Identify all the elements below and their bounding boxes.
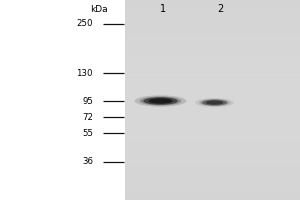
Bar — [124, 92, 300, 95]
Bar — [124, 20, 300, 22]
Text: 130: 130 — [76, 68, 93, 77]
Bar — [124, 70, 300, 73]
Bar — [124, 125, 300, 128]
Bar — [124, 47, 300, 50]
Bar — [124, 135, 300, 138]
Bar — [124, 38, 300, 40]
Ellipse shape — [199, 99, 230, 106]
Bar — [124, 68, 300, 70]
Text: 55: 55 — [82, 129, 93, 138]
Bar — [124, 43, 300, 45]
Text: 95: 95 — [82, 97, 93, 106]
Bar — [124, 98, 300, 100]
Bar — [124, 2, 300, 5]
Bar — [124, 175, 300, 178]
Bar — [124, 110, 300, 112]
Bar — [124, 30, 300, 32]
Bar — [124, 190, 300, 192]
Bar — [124, 50, 300, 52]
Bar — [124, 150, 300, 152]
Ellipse shape — [206, 100, 224, 105]
Bar — [124, 112, 300, 115]
Bar — [124, 165, 300, 168]
Text: 36: 36 — [82, 158, 93, 166]
Bar — [124, 162, 300, 165]
Bar — [124, 88, 300, 90]
Bar — [124, 170, 300, 172]
Bar — [124, 15, 300, 18]
Bar — [124, 10, 300, 12]
Bar — [124, 105, 300, 108]
Bar — [124, 132, 300, 135]
Bar — [124, 55, 300, 58]
Bar — [124, 142, 300, 145]
Bar — [124, 120, 300, 122]
Bar — [124, 155, 300, 158]
Ellipse shape — [202, 100, 227, 106]
Bar — [124, 148, 300, 150]
Bar — [124, 178, 300, 180]
Bar — [124, 160, 300, 162]
Text: 72: 72 — [82, 112, 93, 121]
Ellipse shape — [148, 98, 172, 104]
Ellipse shape — [195, 98, 234, 107]
Ellipse shape — [140, 96, 181, 106]
Bar — [124, 32, 300, 35]
Bar — [124, 188, 300, 190]
Bar — [124, 5, 300, 7]
Bar — [124, 62, 300, 65]
Bar — [124, 25, 300, 27]
Bar — [124, 35, 300, 38]
Bar — [124, 75, 300, 77]
Bar — [124, 115, 300, 117]
Bar — [124, 80, 300, 82]
Bar — [124, 65, 300, 68]
Ellipse shape — [135, 95, 186, 107]
Bar — [124, 0, 300, 200]
Bar — [124, 45, 300, 47]
Text: 250: 250 — [76, 20, 93, 28]
Bar — [124, 172, 300, 175]
Bar — [124, 198, 300, 200]
Bar — [124, 0, 300, 2]
Bar — [124, 52, 300, 55]
Bar — [124, 140, 300, 142]
Bar — [124, 40, 300, 43]
Bar — [124, 60, 300, 62]
Bar — [124, 108, 300, 110]
Text: 2: 2 — [218, 4, 224, 14]
Text: 1: 1 — [160, 4, 166, 14]
Bar — [124, 27, 300, 30]
Bar — [124, 73, 300, 75]
Bar — [124, 122, 300, 125]
Bar — [124, 18, 300, 20]
Bar — [124, 180, 300, 182]
Bar — [124, 195, 300, 198]
Bar — [124, 145, 300, 148]
Bar — [124, 138, 300, 140]
Bar — [124, 12, 300, 15]
Bar — [124, 158, 300, 160]
Bar — [124, 78, 300, 80]
Bar — [124, 85, 300, 88]
Bar — [124, 152, 300, 155]
Bar — [124, 130, 300, 132]
Bar — [124, 95, 300, 98]
Bar — [124, 100, 300, 102]
Bar — [124, 22, 300, 25]
Bar — [124, 90, 300, 92]
Bar — [124, 168, 300, 170]
Bar — [124, 117, 300, 120]
Bar — [124, 102, 300, 105]
Bar — [124, 7, 300, 10]
Bar — [124, 58, 300, 60]
Ellipse shape — [143, 97, 178, 105]
Text: kDa: kDa — [90, 4, 108, 14]
Bar — [124, 83, 300, 85]
Bar — [124, 185, 300, 188]
Bar — [124, 192, 300, 195]
Bar — [124, 128, 300, 130]
Bar — [124, 182, 300, 185]
